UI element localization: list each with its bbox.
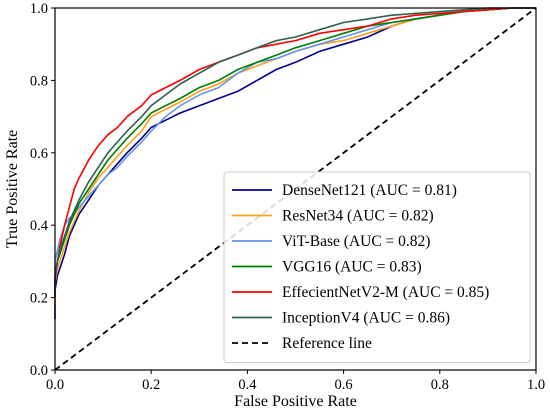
series-line-5 <box>54 7 536 298</box>
x-tick-label: 0.0 <box>46 377 64 393</box>
legend-label-2: ViT-Base (AUC = 0.82) <box>282 233 430 250</box>
legend-label-3: VGG16 (AUC = 0.83) <box>282 259 422 276</box>
y-axis-title: True Positive Rate <box>4 130 21 249</box>
x-axis-title: False Positive Rate <box>234 393 357 410</box>
legend: DenseNet121 (AUC = 0.81) ResNet34 (AUC = … <box>223 171 531 363</box>
x-tick-label: 0.2 <box>142 377 160 393</box>
y-tick-label: 0.8 <box>30 73 48 89</box>
y-axis-ticks: 0.0 0.2 0.4 0.6 0.8 1.0 <box>30 1 55 379</box>
y-tick-label: 0.4 <box>30 218 49 234</box>
y-tick-label: 0.2 <box>30 291 48 307</box>
series-line-1 <box>54 7 536 305</box>
legend-label-6: Reference line <box>282 335 372 352</box>
x-axis-ticks: 0.0 0.2 0.4 0.6 0.8 1.0 <box>46 370 545 393</box>
legend-label-0: DenseNet121 (AUC = 0.81) <box>282 182 457 199</box>
series-line-4 <box>54 7 536 298</box>
x-tick-label: 1.0 <box>527 377 545 393</box>
y-tick-label: 1.0 <box>30 1 48 17</box>
x-tick-label: 0.8 <box>431 377 449 393</box>
series-line-3 <box>54 7 536 298</box>
y-tick-label: 0.0 <box>30 363 48 379</box>
legend-box <box>223 171 531 363</box>
legend-label-1: ResNet34 (AUC = 0.82) <box>282 208 434 225</box>
legend-label-5: InceptionV4 (AUC = 0.86) <box>282 310 450 327</box>
legend-label-4: EffecientNetV2-M (AUC = 0.85) <box>282 284 489 301</box>
x-tick-label: 0.6 <box>335 377 353 393</box>
plot-frame <box>54 7 537 371</box>
x-tick-label: 0.4 <box>238 377 257 393</box>
y-tick-label: 0.6 <box>30 146 48 162</box>
